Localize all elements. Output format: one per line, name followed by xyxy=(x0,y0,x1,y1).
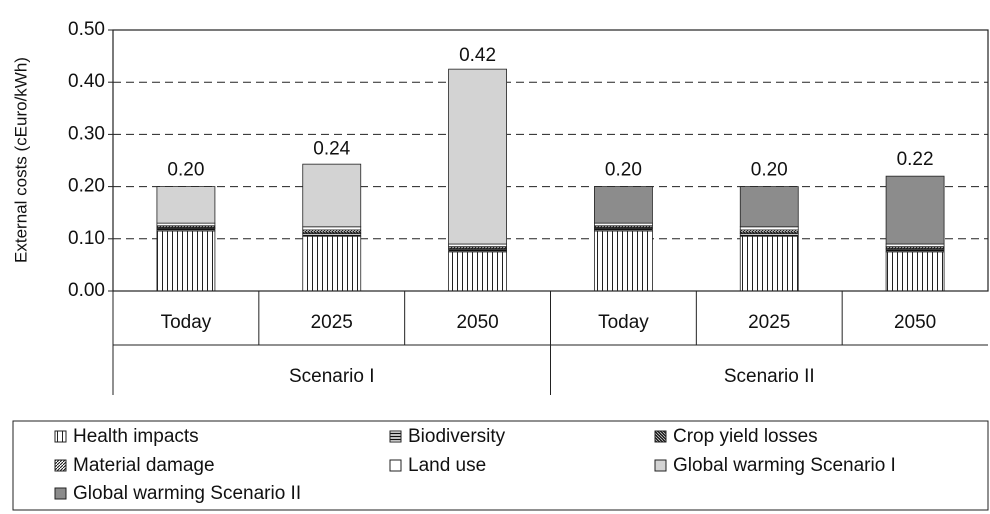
x-tick-label: 2050 xyxy=(456,312,498,333)
bar-segment xyxy=(739,235,799,292)
legend-box xyxy=(12,420,989,511)
legend-swatch xyxy=(54,430,67,443)
legend-label: Health impacts xyxy=(73,426,199,447)
bar-segment xyxy=(156,230,216,292)
bar-segment xyxy=(885,175,945,245)
bar-segment xyxy=(594,230,653,292)
y-tick-label: 0.10 xyxy=(68,228,105,249)
total-label: 0.20 xyxy=(167,160,204,181)
x-tick-label: 2025 xyxy=(311,312,353,333)
y-tick-label: 0.00 xyxy=(68,280,105,301)
plot-frame xyxy=(112,29,989,292)
group-label: Scenario I xyxy=(289,366,375,387)
bar-segment xyxy=(739,186,799,228)
x-tick-label: Today xyxy=(598,312,649,333)
bar-segment xyxy=(448,68,507,245)
y-tick-label: 0.20 xyxy=(68,176,105,197)
bar-segment xyxy=(302,235,362,292)
total-label: 0.20 xyxy=(751,160,788,181)
total-label: 0.42 xyxy=(459,45,496,66)
legend-swatch xyxy=(54,459,67,472)
legend-label: Global warming Scenario II xyxy=(73,483,301,504)
bar-segment xyxy=(302,163,362,228)
total-label: 0.24 xyxy=(313,139,350,160)
bar-segment xyxy=(448,251,507,292)
bar-segment xyxy=(885,251,945,292)
legend-label: Material damage xyxy=(73,455,215,476)
bar-segment xyxy=(156,186,216,224)
legend-label: Land use xyxy=(408,455,486,476)
bar-segment xyxy=(302,226,362,231)
legend-swatch xyxy=(654,459,667,472)
y-tick-label: 0.40 xyxy=(68,71,105,92)
total-label: 0.20 xyxy=(605,160,642,181)
group-label: Scenario II xyxy=(724,366,815,387)
x-tick-label: 2025 xyxy=(748,312,790,333)
legend-label: Crop yield losses xyxy=(673,426,818,447)
legend-swatch xyxy=(654,430,667,443)
y-tick-label: 0.30 xyxy=(68,123,105,144)
legend-swatch xyxy=(389,430,402,443)
legend-swatch xyxy=(54,487,67,500)
x-tick-label: Today xyxy=(161,312,212,333)
y-tick-label: 0.50 xyxy=(68,19,105,40)
y-axis-label: External costs (cEuro/kWh) xyxy=(11,57,30,263)
bar-segment xyxy=(594,186,653,224)
legend-swatch xyxy=(389,459,402,472)
x-tick-label: 2050 xyxy=(894,312,936,333)
legend-label: Biodiversity xyxy=(408,426,506,447)
total-label: 0.22 xyxy=(897,149,934,170)
legend-label: Global warming Scenario I xyxy=(673,455,896,476)
bar-segment xyxy=(739,226,799,231)
